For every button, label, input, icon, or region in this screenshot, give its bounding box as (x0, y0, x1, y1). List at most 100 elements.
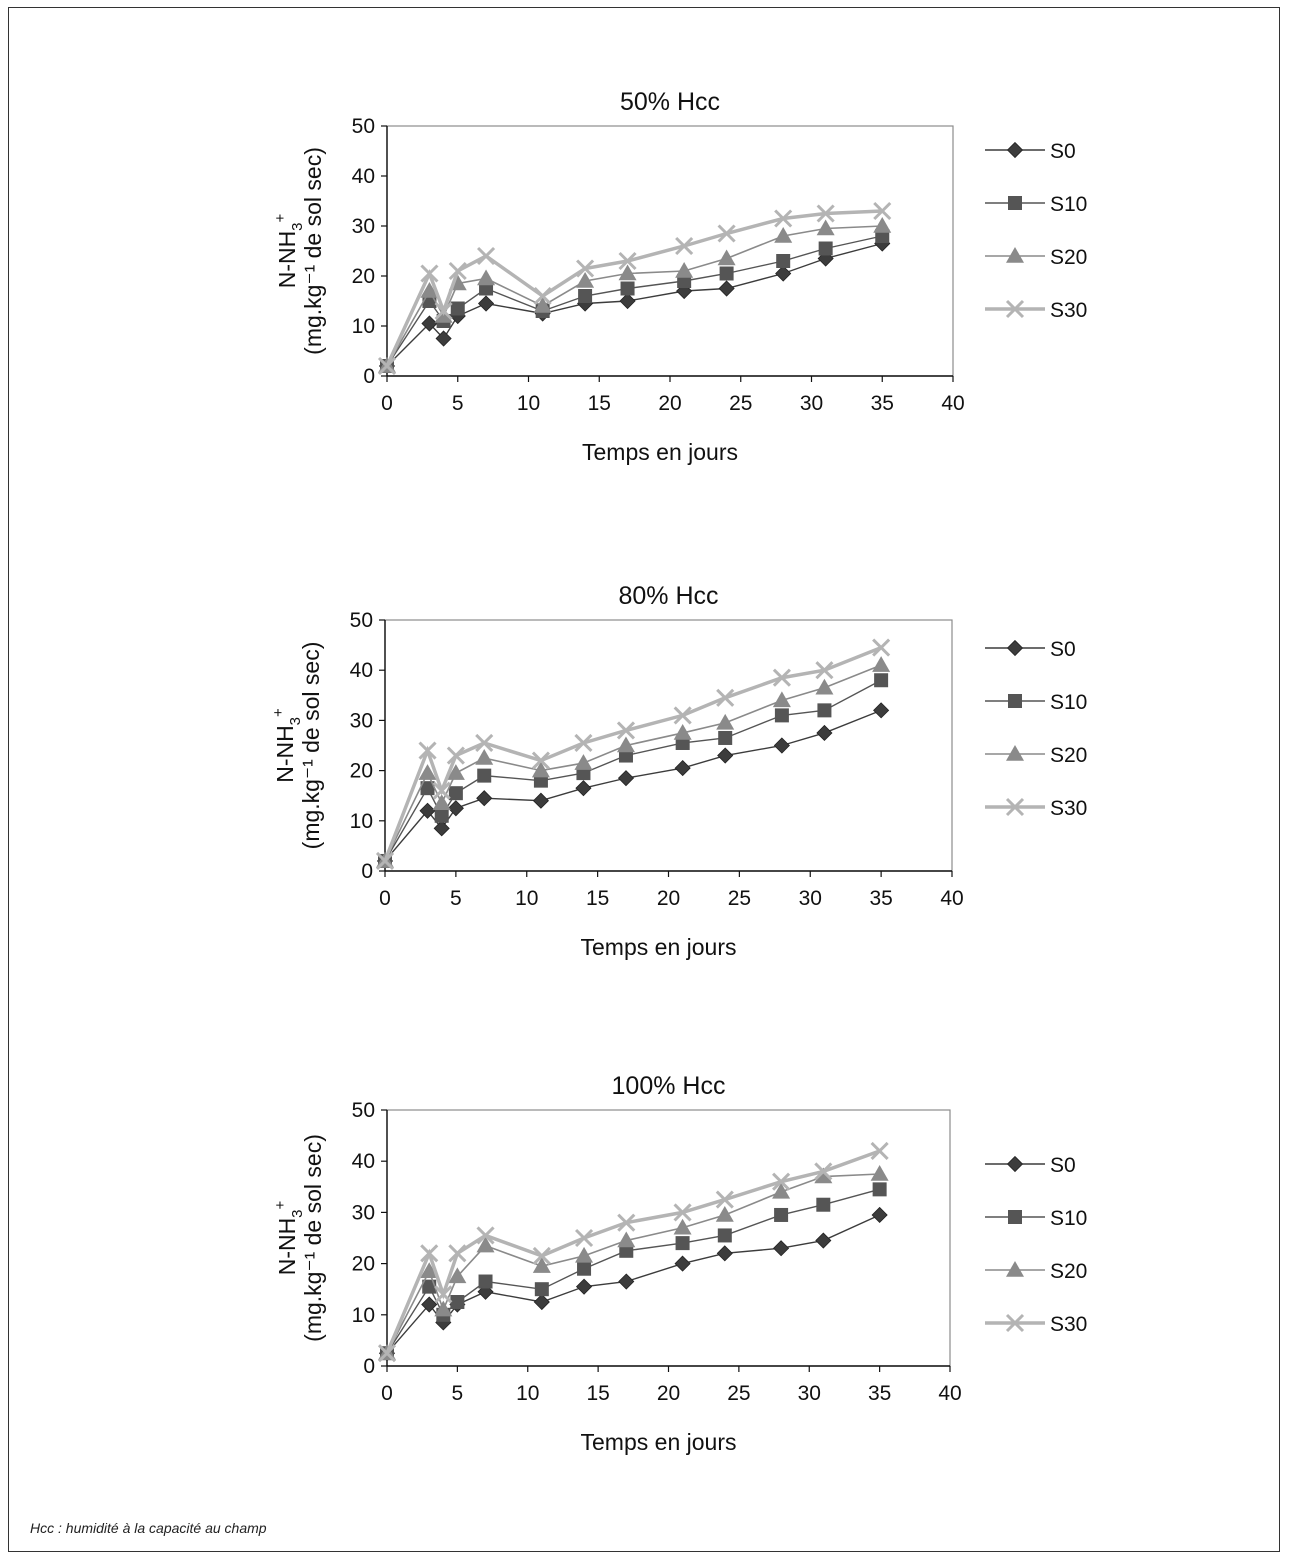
data-point (475, 749, 494, 765)
marker-stroke (716, 688, 735, 707)
data-point (871, 1206, 888, 1224)
marker-stroke (448, 1244, 467, 1263)
data-point (773, 1240, 790, 1257)
data-point (717, 747, 734, 764)
legend-label: S20 (1050, 246, 1087, 269)
y-axis-label: N-NH3+ (mg.kg⁻¹ de sol sec) (272, 1134, 326, 1342)
legend-label: S0 (1050, 638, 1076, 661)
data-point (772, 668, 791, 687)
data-point (620, 281, 635, 296)
data-point (478, 1274, 493, 1289)
data-point (774, 708, 789, 723)
data-point (715, 1190, 734, 1209)
legend-item-s30: S30 (985, 299, 1087, 322)
series-line (384, 664, 882, 862)
legend-item-s0: S0 (985, 1154, 1076, 1177)
y-axis-label-line2: (mg.kg⁻¹ de sol sec) (300, 147, 326, 355)
chart-title: 50% Hcc (620, 88, 720, 116)
data-point (873, 702, 890, 719)
y-tick-label: 40 (352, 165, 375, 188)
data-point (773, 737, 790, 754)
y-tick-label: 50 (350, 609, 373, 632)
data-point (872, 638, 891, 657)
y-tick-label: 20 (352, 265, 375, 288)
data-point (772, 1172, 791, 1191)
data-point (673, 1218, 692, 1235)
data-point (531, 751, 550, 770)
data-point (434, 808, 449, 823)
footnote: Hcc : humidité à la capacité au champ (30, 1520, 267, 1536)
x-tick-label: 40 (941, 392, 964, 415)
y-axis-label-line1: N-NH3+ (272, 213, 306, 288)
data-point (421, 315, 438, 332)
legend-item-s20: S20 (985, 744, 1087, 767)
data-point (718, 280, 735, 297)
data-point (717, 249, 736, 266)
data-point (578, 289, 593, 303)
y-tick-label: 10 (350, 810, 373, 833)
data-point (477, 768, 492, 783)
chart-panel-2: 80% Hcc 0 10 20 30 40 50 0 5 10 15 20 25 30 35 40 Temps … (270, 582, 1087, 960)
data-point (421, 1296, 438, 1313)
marker-stroke (420, 264, 439, 283)
marker-stroke (446, 746, 465, 765)
x-tick-label: 15 (586, 1382, 609, 1405)
legend-marker (1005, 797, 1025, 817)
y-tick-label: 10 (352, 315, 375, 338)
x-tick-label: 35 (869, 887, 892, 910)
series-s30 (377, 201, 892, 376)
data-point (446, 764, 465, 780)
data-point (446, 746, 465, 765)
x-axis-label: Temps en jours (581, 934, 737, 960)
marker-stroke (532, 1246, 551, 1265)
series-s30 (375, 638, 891, 871)
marker-stroke (1005, 797, 1025, 817)
data-point (814, 1167, 833, 1184)
y-tick-label: 40 (352, 1150, 375, 1173)
marker-stroke (574, 733, 593, 753)
data-point (872, 1182, 887, 1197)
marker-stroke (531, 751, 550, 770)
legend-marker (1006, 1261, 1024, 1277)
marker-stroke (814, 1162, 833, 1181)
data-point (817, 703, 832, 718)
data-point (772, 691, 791, 708)
legend-label: S0 (1050, 140, 1076, 163)
marker-stroke (675, 236, 694, 256)
marker-stroke (815, 661, 834, 680)
data-point (418, 764, 437, 780)
y-tick-label: 30 (350, 709, 373, 732)
legend-item-s20: S20 (985, 1260, 1087, 1283)
data-point (450, 301, 465, 316)
y-axis-label-line2: (mg.kg⁻¹ de sol sec) (300, 1134, 326, 1342)
legend-label: S20 (1050, 744, 1087, 767)
data-point (531, 761, 550, 778)
x-tick-label: 25 (727, 1382, 750, 1405)
x-tick-label: 30 (800, 392, 823, 415)
plot-area (386, 1109, 951, 1367)
legend-label: S10 (1050, 1207, 1087, 1230)
y-tick-label: 10 (352, 1304, 375, 1327)
data-point (717, 224, 736, 243)
data-point (815, 661, 834, 680)
data-point (476, 790, 493, 807)
data-point (448, 786, 463, 801)
data-point (432, 794, 451, 810)
data-point (617, 1231, 636, 1248)
x-tick-label: 35 (868, 1382, 891, 1405)
marker-stroke (872, 638, 891, 657)
legend-marker (1008, 694, 1022, 708)
marker-stroke (618, 251, 637, 271)
data-point (574, 1228, 594, 1248)
data-point (476, 1236, 495, 1253)
marker-stroke (375, 851, 395, 871)
data-point (534, 1282, 549, 1297)
data-point (718, 730, 733, 745)
data-point (874, 673, 889, 688)
x-axis-label: Temps en jours (581, 1429, 737, 1455)
x-tick-label: 20 (657, 1382, 680, 1405)
legend-marker (1008, 1210, 1022, 1224)
y-tick-label: 20 (352, 1253, 375, 1276)
data-point (774, 209, 793, 228)
